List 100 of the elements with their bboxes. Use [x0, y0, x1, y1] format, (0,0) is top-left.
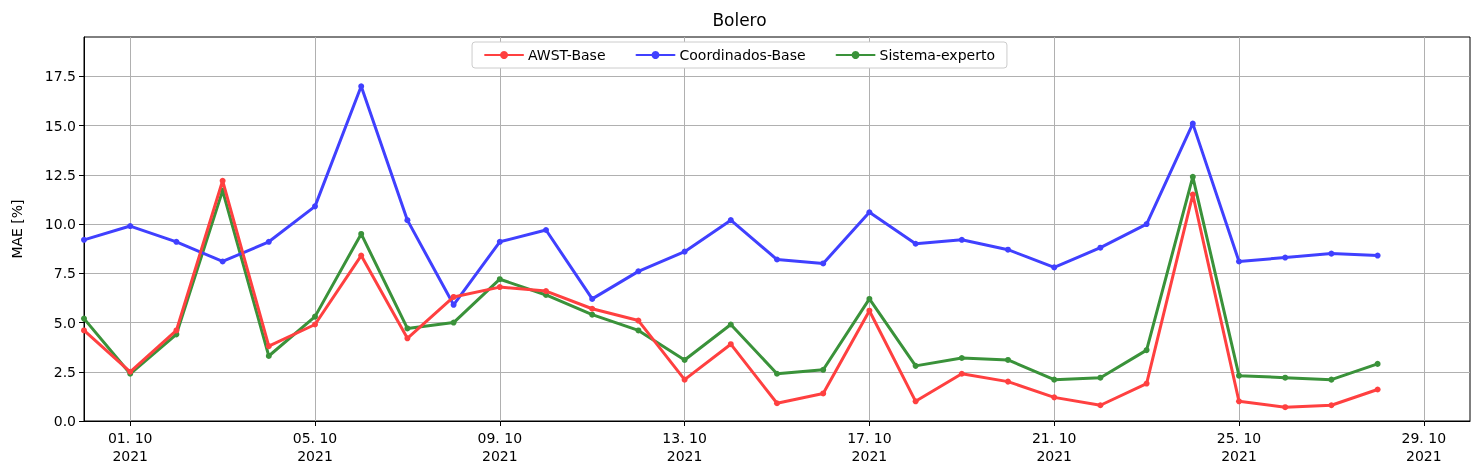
point	[866, 295, 873, 302]
point	[1005, 246, 1011, 253]
legend-label: AWST-Base	[528, 47, 606, 63]
point	[173, 327, 180, 334]
point	[312, 203, 318, 210]
point	[774, 256, 780, 263]
point	[1282, 404, 1289, 411]
point	[450, 319, 457, 326]
legend-label: Sistema-experto	[879, 47, 995, 63]
point	[1236, 398, 1242, 405]
point	[265, 353, 272, 360]
point	[265, 238, 272, 245]
point	[727, 341, 734, 348]
point	[358, 252, 365, 259]
point	[312, 313, 318, 320]
point	[81, 327, 87, 334]
point	[1143, 380, 1150, 387]
y-tick-label: 12.5	[44, 166, 76, 183]
x-tick-label: 21. 10 2021	[1031, 430, 1077, 464]
point	[1097, 244, 1104, 251]
point	[1097, 402, 1104, 409]
y-tick-label: 10.0	[44, 216, 76, 233]
point	[450, 293, 457, 300]
point	[1051, 264, 1058, 271]
point	[81, 236, 87, 243]
y-tick-label: 17.5	[44, 68, 76, 85]
point	[727, 217, 734, 224]
point	[958, 354, 965, 361]
chart-title: Bolero	[712, 9, 767, 30]
point	[358, 83, 365, 90]
point	[589, 295, 596, 302]
point	[127, 223, 134, 230]
point	[681, 376, 688, 383]
x-tick-label: 01. 10 2021	[107, 430, 153, 464]
point	[589, 311, 596, 318]
point	[219, 258, 226, 265]
point	[820, 366, 827, 373]
y-tick-label: 2.5	[53, 363, 76, 380]
point	[1282, 254, 1289, 261]
point	[1097, 374, 1104, 381]
point	[358, 230, 365, 237]
point	[404, 325, 411, 332]
y-axis-title: MAE [%]	[9, 199, 25, 259]
point	[635, 317, 642, 324]
point	[589, 305, 596, 312]
point	[1143, 221, 1150, 228]
point	[1189, 191, 1196, 198]
point	[958, 236, 965, 243]
x-tick-label: 25. 10 2021	[1216, 430, 1262, 464]
point	[958, 370, 965, 377]
point	[912, 240, 919, 247]
point	[866, 209, 873, 216]
x-tick-label: 09. 10 2021	[477, 430, 523, 464]
point	[404, 217, 411, 224]
point	[1328, 376, 1335, 383]
y-tick-label: 7.5	[53, 265, 76, 282]
x-tick-label: 29. 10 2021	[1401, 430, 1447, 464]
point	[1374, 252, 1381, 259]
point	[1051, 394, 1058, 401]
point	[774, 400, 780, 407]
point	[450, 301, 457, 308]
x-tick-label: 05. 10 2021	[292, 430, 338, 464]
point	[1051, 376, 1058, 383]
point	[820, 390, 827, 397]
point	[1282, 374, 1289, 381]
point	[912, 398, 919, 405]
point	[681, 356, 688, 363]
y-tick-label: 5.0	[53, 314, 76, 331]
point	[265, 343, 272, 350]
point	[173, 238, 180, 245]
point	[543, 226, 549, 233]
point	[912, 362, 919, 369]
point	[1189, 120, 1196, 127]
point	[1328, 402, 1335, 409]
point	[820, 260, 827, 267]
x-tick-label: 17. 10 2021	[847, 430, 892, 464]
point	[774, 370, 780, 377]
point	[1005, 378, 1011, 385]
point	[496, 238, 503, 245]
point	[404, 335, 411, 342]
point	[1189, 173, 1196, 180]
point	[1236, 258, 1242, 265]
point	[681, 248, 688, 255]
point	[1374, 360, 1381, 367]
point	[1374, 386, 1381, 393]
point	[635, 327, 642, 334]
point	[1236, 372, 1242, 379]
point	[1143, 347, 1150, 354]
point	[1005, 356, 1011, 363]
point	[81, 315, 87, 322]
point	[727, 321, 734, 328]
point	[219, 177, 226, 184]
legend-label: Coordinados-Base	[679, 47, 806, 63]
point	[496, 284, 503, 291]
point	[866, 307, 873, 314]
point	[312, 321, 318, 328]
y-tick-label: 0.0	[53, 413, 76, 429]
point	[635, 268, 642, 275]
point	[496, 276, 503, 283]
y-tick-label: 15.0	[44, 117, 76, 134]
